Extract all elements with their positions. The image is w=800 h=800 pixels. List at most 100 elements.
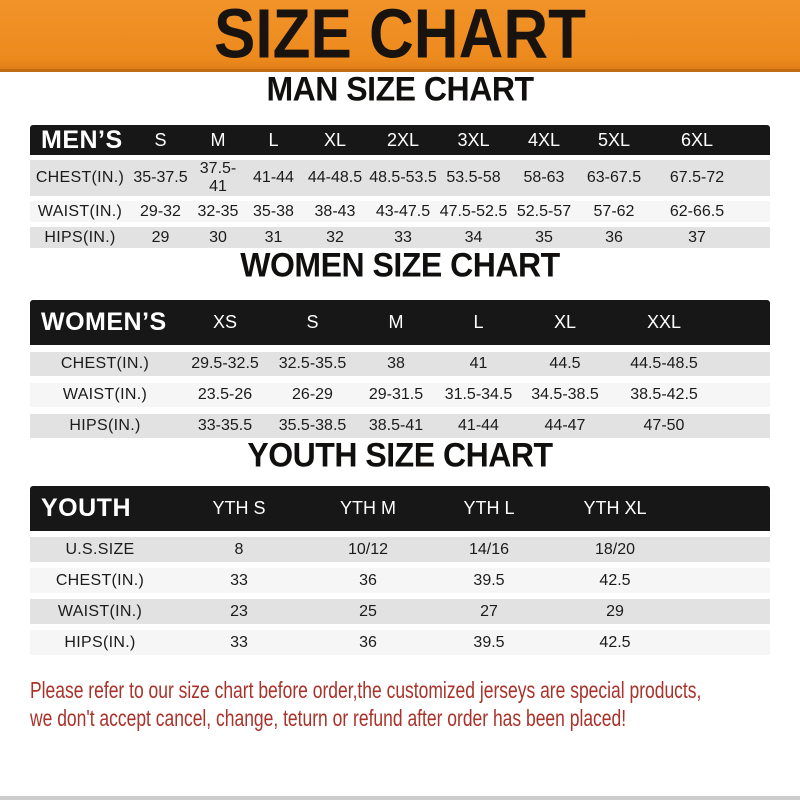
table-cell: 36	[579, 222, 649, 248]
spacer-cell	[745, 125, 770, 158]
table-cell: 42.5	[550, 624, 680, 655]
table-cell: 30	[191, 222, 245, 248]
youth-size-chart-section: YOUTH SIZE CHART YOUTH YTH S YTH M YTH L YTH…	[0, 435, 800, 655]
page-title: SIZE CHART	[214, 0, 586, 74]
youth-size-table-wrap: YOUTH YTH S YTH M YTH L YTH XL U.S.SIZE 8 10/12…	[30, 486, 770, 655]
row-label: U.S.SIZE	[30, 531, 170, 565]
table-cell: 31	[245, 222, 302, 248]
table-cell: 44.5-48.5	[610, 345, 718, 380]
table-row: WAIST(IN.) 23.5-26 26-29 29-31.5 31.5-34.5 34…	[30, 376, 770, 411]
table-cell: 41	[437, 345, 520, 380]
table-cell: 47.5-52.5	[438, 196, 509, 225]
table-row: HIPS(IN.) 29 30 31 32 33 34 35 36 37	[30, 222, 770, 248]
youth-chart-heading: YOUTH SIZE CHART	[247, 435, 553, 474]
row-label: CHEST(IN.)	[30, 155, 130, 199]
row-label: WAIST(IN.)	[30, 196, 130, 225]
table-cell: 47-50	[610, 407, 718, 438]
spacer-cell	[745, 222, 770, 248]
table-cell: 35-37.5	[130, 155, 191, 199]
table-cell: 8	[170, 531, 308, 565]
column-header: 4XL	[509, 125, 579, 158]
table-cell: 37	[649, 222, 745, 248]
column-header: YTH S	[170, 486, 308, 534]
table-title: YOUTH	[30, 486, 170, 534]
table-cell: 37.5-41	[191, 155, 245, 199]
row-label: HIPS(IN.)	[30, 407, 180, 438]
women-chart-heading: WOMEN SIZE CHART	[240, 245, 560, 284]
disclaimer-line-2: we don't accept cancel, change, teturn o…	[30, 705, 627, 731]
table-header-row: MEN’S S M L XL 2XL 3XL 4XL 5XL 6XL	[30, 125, 770, 158]
table-cell: 62-66.5	[649, 196, 745, 225]
spacer-cell	[680, 562, 770, 596]
column-header: YTH XL	[550, 486, 680, 534]
table-row: U.S.SIZE 8 10/12 14/16 18/20	[30, 531, 770, 565]
column-header: L	[437, 300, 520, 349]
spacer-cell	[718, 376, 770, 411]
women-size-table-wrap: WOMEN’S XS S M L XL XXL CHEST(IN.) 29.5-32.5 32.5…	[30, 300, 770, 438]
table-cell: 33-35.5	[180, 407, 270, 438]
column-header: YTH L	[428, 486, 550, 534]
table-cell: 35	[509, 222, 579, 248]
column-header: XL	[302, 125, 368, 158]
row-label: HIPS(IN.)	[30, 624, 170, 655]
spacer-cell	[680, 593, 770, 627]
spacer-cell	[680, 531, 770, 565]
table-cell: 44-48.5	[302, 155, 368, 199]
row-label: HIPS(IN.)	[30, 222, 130, 248]
table-cell: 41-44	[245, 155, 302, 199]
table-row: HIPS(IN.) 33 36 39.5 42.5	[30, 624, 770, 655]
column-header: M	[191, 125, 245, 158]
table-cell: 10/12	[308, 531, 428, 565]
size-table: MEN’S S M L XL 2XL 3XL 4XL 5XL 6XL CHEST(IN.) 35-37…	[30, 125, 770, 248]
table-title: WOMEN’S	[30, 300, 180, 349]
table-cell: 63-67.5	[579, 155, 649, 199]
table-row: CHEST(IN.) 33 36 39.5 42.5	[30, 562, 770, 596]
table-header-row: WOMEN’S XS S M L XL XXL	[30, 300, 770, 349]
table-cell: 44.5	[520, 345, 610, 380]
spacer-cell	[718, 345, 770, 380]
table-cell: 29-32	[130, 196, 191, 225]
table-row: HIPS(IN.) 33-35.5 35.5-38.5 38.5-41 41-44 44-…	[30, 407, 770, 438]
table-cell: 36	[308, 562, 428, 596]
table-cell: 39.5	[428, 562, 550, 596]
row-label: CHEST(IN.)	[30, 562, 170, 596]
table-cell: 41-44	[437, 407, 520, 438]
table-cell: 32.5-35.5	[270, 345, 355, 380]
column-header: M	[355, 300, 437, 349]
disclaimer-line-1: Please refer to our size chart before or…	[30, 677, 702, 703]
table-cell: 33	[170, 562, 308, 596]
table-cell: 27	[428, 593, 550, 627]
table-cell: 34.5-38.5	[520, 376, 610, 411]
table-cell: 33	[170, 624, 308, 655]
disclaimer: Please refer to our size chart before or…	[30, 676, 800, 732]
men-size-table-wrap: MEN’S S M L XL 2XL 3XL 4XL 5XL 6XL CHEST(IN.) 35-37…	[30, 125, 770, 248]
column-header: XL	[520, 300, 610, 349]
table-cell: 32-35	[191, 196, 245, 225]
table-cell: 29	[550, 593, 680, 627]
table-cell: 35-38	[245, 196, 302, 225]
table-cell: 43-47.5	[368, 196, 438, 225]
row-label: WAIST(IN.)	[30, 376, 180, 411]
table-cell: 18/20	[550, 531, 680, 565]
table-cell: 44-47	[520, 407, 610, 438]
table-row: CHEST(IN.) 35-37.5 37.5-41 41-44 44-48.5 48.5…	[30, 155, 770, 199]
table-cell: 14/16	[428, 531, 550, 565]
table-cell: 31.5-34.5	[437, 376, 520, 411]
table-cell: 29.5-32.5	[180, 345, 270, 380]
table-cell: 23.5-26	[180, 376, 270, 411]
table-cell: 38.5-41	[355, 407, 437, 438]
spacer-cell	[680, 624, 770, 655]
table-cell: 26-29	[270, 376, 355, 411]
row-label: CHEST(IN.)	[30, 345, 180, 380]
spacer-cell	[718, 407, 770, 438]
bottom-strip	[0, 796, 800, 800]
table-cell: 48.5-53.5	[368, 155, 438, 199]
table-title: MEN’S	[30, 125, 130, 158]
column-header: S	[130, 125, 191, 158]
column-header: 2XL	[368, 125, 438, 158]
spacer-cell	[718, 300, 770, 349]
banner: SIZE CHART	[0, 0, 800, 74]
table-cell: 53.5-58	[438, 155, 509, 199]
table-cell: 25	[308, 593, 428, 627]
